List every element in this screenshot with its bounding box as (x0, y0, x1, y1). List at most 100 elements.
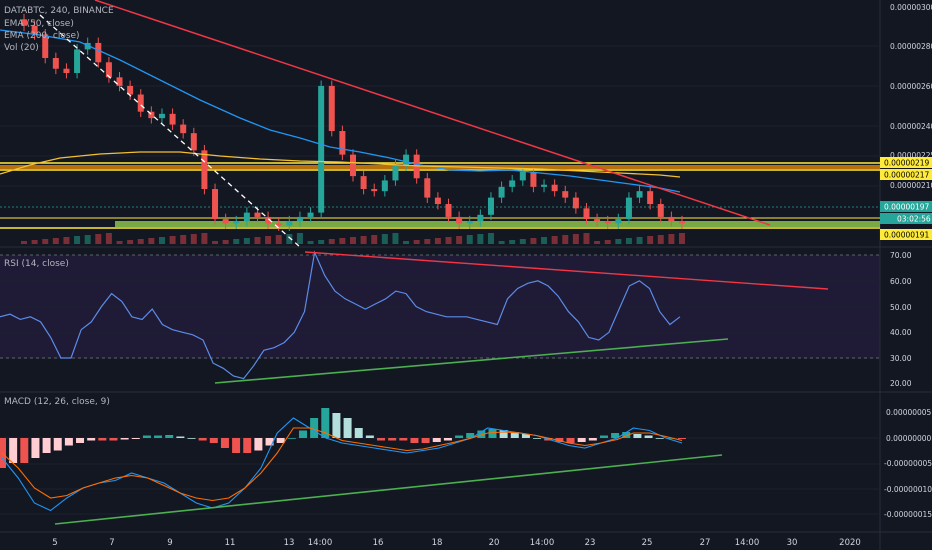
candle-body (562, 191, 569, 198)
volume-bar (31, 240, 38, 244)
volume-bar (63, 237, 70, 244)
macd-histogram-bar (611, 433, 620, 438)
candle-body (201, 150, 208, 190)
time-tick-label: 14:00 (735, 538, 760, 548)
macd-histogram-bar (265, 438, 274, 446)
price-tick: 0.00000210 (890, 181, 932, 190)
candle-body (466, 221, 473, 224)
candle-body (350, 154, 356, 177)
macd-histogram-bar (209, 438, 218, 443)
candle-body (95, 42, 102, 63)
time-tick-label: 30 (787, 538, 798, 548)
volume-bar (509, 240, 516, 244)
macd-histogram-bar (9, 438, 18, 463)
macd-histogram-bar (198, 438, 207, 441)
macd-histogram-bar (666, 438, 675, 439)
candle-body (424, 178, 431, 198)
volume-bar (392, 233, 399, 244)
macd-line (1, 417, 683, 512)
macd-histogram-bar (477, 430, 486, 438)
macd-histogram-bar (644, 435, 653, 438)
macd-histogram-bar (510, 432, 519, 438)
macd-histogram-bar (588, 438, 597, 441)
price-tag-191: 0.00000191 (884, 231, 930, 240)
candle-body (615, 219, 622, 224)
countdown-tag-bg (880, 213, 932, 224)
price-tag-bg (880, 201, 932, 212)
candle-body (328, 85, 335, 132)
candle-body (572, 197, 579, 209)
price-downtrend-line (94, 0, 771, 226)
macd-histogram-bar (98, 438, 107, 441)
macd-histogram-bar (421, 438, 430, 443)
macd-histogram-bar (64, 438, 73, 446)
macd-histogram-bar (176, 436, 185, 438)
candle-body (392, 165, 399, 181)
volume-bar (551, 236, 558, 244)
volume-bar (222, 240, 229, 244)
candle-body (286, 221, 293, 226)
volume-bar (74, 236, 81, 244)
macd-histogram-bar (109, 438, 118, 441)
volume-bar (572, 234, 579, 244)
rsi-uptrend-line (214, 338, 729, 384)
volume-bar (466, 235, 473, 244)
candle-body (222, 219, 229, 224)
candle-body (21, 19, 27, 26)
macd-histogram-bar (310, 418, 319, 438)
candle-body (307, 212, 314, 217)
main-legend: DATABTC, 240, BINANCE EMA (50, close) EM… (4, 6, 114, 53)
time-tick-label: 16 (373, 538, 384, 548)
macd-histogram-bar (254, 438, 263, 451)
volume-bar (604, 240, 611, 244)
macd-histogram-bar (443, 438, 452, 441)
volume-bar (625, 238, 632, 244)
macd-histogram-bar (577, 438, 586, 442)
candle-body (52, 57, 59, 69)
volume-bar (445, 237, 452, 244)
time-tick-label: 25 (642, 538, 653, 548)
time-tick-label: 14:00 (530, 538, 555, 548)
candle-body (541, 184, 548, 187)
volume-bar (530, 238, 537, 244)
macd-histogram-bar (20, 438, 29, 463)
candle-body (487, 197, 494, 215)
volume-bar (243, 238, 250, 244)
macd-tick: -0.00000010 (884, 485, 932, 494)
candle-body (679, 221, 685, 224)
candle-body (158, 113, 165, 119)
macd-histogram-bar (365, 435, 374, 438)
volume-bar (318, 240, 325, 244)
macd-histogram-bar (655, 438, 664, 439)
volume-bar (657, 235, 664, 244)
volume-bar (360, 236, 367, 244)
symbol-title: DATABTC, 240, BINANCE (4, 6, 114, 16)
price-tag-bg (880, 229, 932, 240)
macd-histogram-bar (154, 435, 163, 438)
rsi-label: RSI (14, close) (4, 259, 69, 269)
volume-bar (265, 236, 272, 244)
ema200-label: EMA (200, close) (4, 31, 80, 41)
macd-histogram-bar (142, 435, 151, 438)
time-tick-label: 7 (109, 538, 114, 548)
candle-body (169, 113, 176, 125)
rsi-downtrend-line (304, 251, 829, 290)
volume-bar (286, 234, 293, 244)
candle-body (74, 49, 81, 74)
price-tick: 0.00000260 (890, 82, 932, 91)
macd-histogram-bar (120, 438, 129, 440)
macd-histogram-bar (298, 430, 307, 438)
rsi-tick: 30.00 (890, 354, 912, 363)
candle-body (403, 154, 410, 166)
macd-histogram-bar (599, 435, 608, 438)
time-tick-label: 5 (52, 538, 57, 548)
macd-histogram-bar (165, 435, 174, 438)
macd-tick: -0.00000005 (884, 459, 932, 468)
volume-bar (105, 233, 112, 244)
candle-body (296, 216, 303, 222)
ema-50-line (0, 29, 681, 193)
price-tag-bg (880, 169, 932, 180)
candlesticks (21, 13, 685, 231)
candle-body (647, 191, 654, 205)
ema50-label: EMA (50, close) (4, 19, 74, 29)
